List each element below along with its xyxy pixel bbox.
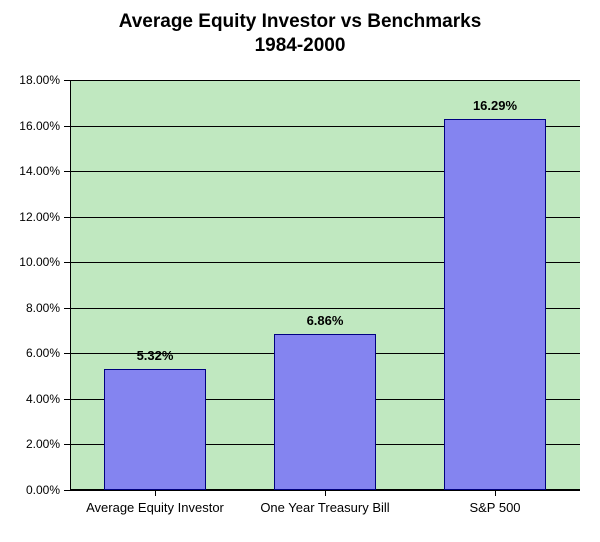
- bar-value-label: 6.86%: [307, 313, 344, 328]
- y-tick-label: 6.00%: [0, 346, 60, 360]
- y-tick: [64, 353, 70, 354]
- bar: [444, 119, 546, 490]
- x-tick: [495, 490, 496, 496]
- y-tick: [64, 217, 70, 218]
- y-tick: [64, 171, 70, 172]
- x-tick: [155, 490, 156, 496]
- chart-title-line2: 1984-2000: [255, 35, 346, 56]
- x-tick-label: One Year Treasury Bill: [260, 500, 389, 515]
- chart-title-line1: Average Equity Investor vs Benchmarks: [119, 11, 482, 32]
- y-tick: [64, 308, 70, 309]
- y-tick: [64, 399, 70, 400]
- bar: [104, 369, 206, 490]
- y-tick-label: 16.00%: [0, 119, 60, 133]
- x-tick: [325, 490, 326, 496]
- y-tick-label: 8.00%: [0, 301, 60, 315]
- y-tick-label: 10.00%: [0, 255, 60, 269]
- y-tick-label: 4.00%: [0, 392, 60, 406]
- bar-value-label: 16.29%: [473, 98, 517, 113]
- bar-value-label: 5.32%: [137, 348, 174, 363]
- y-tick-label: 12.00%: [0, 210, 60, 224]
- x-tick-label: S&P 500: [469, 500, 520, 515]
- y-tick: [64, 490, 70, 491]
- plot-area: [70, 80, 580, 490]
- x-tick-label: Average Equity Investor: [86, 500, 224, 515]
- y-tick: [64, 444, 70, 445]
- chart-title: Average Equity Investor vs Benchmarks 19…: [0, 10, 600, 58]
- y-tick-label: 0.00%: [0, 483, 60, 497]
- y-tick: [64, 80, 70, 81]
- y-tick: [64, 126, 70, 127]
- y-tick: [64, 262, 70, 263]
- grid-line: [70, 80, 580, 81]
- y-axis-line: [70, 80, 71, 490]
- y-tick-label: 2.00%: [0, 437, 60, 451]
- y-tick-label: 18.00%: [0, 73, 60, 87]
- bar: [274, 334, 376, 490]
- chart-container: Average Equity Investor vs Benchmarks 19…: [0, 0, 600, 542]
- y-tick-label: 14.00%: [0, 164, 60, 178]
